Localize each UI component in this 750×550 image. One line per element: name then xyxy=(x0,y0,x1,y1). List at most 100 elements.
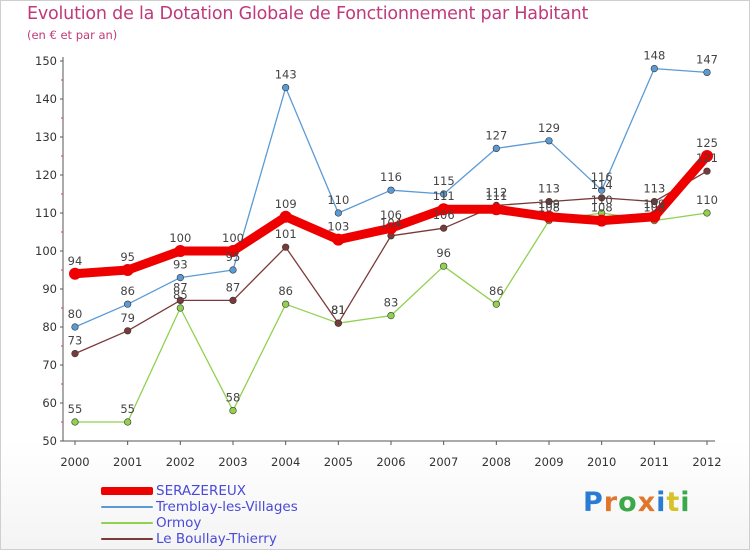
legend-entry-serazereux[interactable]: SERAZEREUX xyxy=(101,483,401,499)
logo-letter: r xyxy=(603,487,619,518)
legend-label: Ormoy xyxy=(156,515,202,531)
data-point xyxy=(703,68,711,76)
data-label: 110 xyxy=(696,193,718,207)
data-point xyxy=(437,203,450,216)
data-point xyxy=(334,209,342,217)
legend-entry-le-boullay-thierry[interactable]: Le Boullay-Thierry xyxy=(101,531,401,547)
data-label: 58 xyxy=(226,391,241,405)
data-point xyxy=(490,203,503,216)
legend-label: Tremblay-les-Villages xyxy=(156,499,298,515)
legend-label: Le Boullay-Thierry xyxy=(156,531,277,547)
data-point xyxy=(229,266,237,274)
data-point xyxy=(650,64,658,73)
data-label: 95 xyxy=(120,250,135,264)
legend-swatch xyxy=(101,522,153,524)
data-label: 116 xyxy=(591,170,613,184)
data-point xyxy=(176,274,184,282)
data-point xyxy=(282,83,290,92)
data-point xyxy=(71,350,79,358)
x-tick-label: 2009 xyxy=(534,455,563,469)
data-label: 147 xyxy=(696,52,718,66)
x-tick-label: 2003 xyxy=(218,455,247,469)
data-label: 100 xyxy=(169,231,191,245)
y-tick-label: 140 xyxy=(35,92,57,106)
data-label: 95 xyxy=(226,250,241,264)
logo-letter: x xyxy=(637,487,657,518)
data-label: 111 xyxy=(485,189,507,203)
data-point xyxy=(440,190,448,198)
data-label: 127 xyxy=(485,128,507,142)
data-label: 81 xyxy=(331,303,346,317)
data-point xyxy=(387,312,395,320)
data-point xyxy=(545,198,553,206)
data-point xyxy=(598,186,606,194)
data-label: 86 xyxy=(278,284,293,298)
x-tick-label: 2008 xyxy=(482,455,511,469)
data-label: 115 xyxy=(433,174,455,188)
data-label: 108 xyxy=(591,201,613,215)
data-label: 55 xyxy=(68,402,83,416)
data-label: 110 xyxy=(591,193,613,207)
data-point xyxy=(279,210,292,223)
data-point xyxy=(650,198,658,206)
data-label: 87 xyxy=(173,280,188,294)
logo-letter: i xyxy=(656,487,667,518)
data-label: 81 xyxy=(331,303,346,317)
x-tick-label: 2012 xyxy=(692,455,721,469)
legend-label: SERAZEREUX xyxy=(156,483,246,499)
data-label: 114 xyxy=(591,178,613,192)
data-label: 83 xyxy=(384,296,399,310)
series-lines xyxy=(70,67,712,423)
x-tick-label: 2002 xyxy=(166,455,195,469)
data-point xyxy=(229,296,237,305)
data-point xyxy=(176,304,184,312)
data-label: 121 xyxy=(696,151,718,165)
data-label: 103 xyxy=(327,220,349,234)
data-label: 96 xyxy=(436,246,451,260)
legend-entry-tremblay-les-villages[interactable]: Tremblay-les-Villages xyxy=(101,499,401,515)
logo-letter: o xyxy=(618,487,638,518)
chart-legend: SERAZEREUX Tremblay-les-Villages Ormoy L… xyxy=(101,483,401,547)
legend-swatch xyxy=(101,538,153,540)
x-tick-label: 2000 xyxy=(60,455,89,469)
data-label: 109 xyxy=(275,197,297,211)
y-tick-label: 120 xyxy=(35,168,57,182)
data-point xyxy=(703,209,711,217)
data-label: 112 xyxy=(485,185,507,199)
data-label: 143 xyxy=(275,68,297,82)
data-label: 148 xyxy=(643,49,665,63)
data-label: 116 xyxy=(380,170,402,184)
x-tick-label: 2010 xyxy=(587,455,616,469)
data-label: 106 xyxy=(433,208,455,222)
y-tick-label: 100 xyxy=(35,244,57,258)
y-tick-label: 90 xyxy=(42,282,57,296)
data-label: 109 xyxy=(538,197,560,211)
data-point xyxy=(492,300,500,308)
data-label: 94 xyxy=(68,254,83,268)
legend-entry-ormoy[interactable]: Ormoy xyxy=(101,515,401,531)
data-label: 125 xyxy=(696,136,718,150)
x-tick-label: 2006 xyxy=(376,455,405,469)
legend-swatch xyxy=(101,487,153,495)
x-tick-label: 2007 xyxy=(429,455,458,469)
chart-subtitle: (en € et par an) xyxy=(27,28,118,42)
data-label: 87 xyxy=(226,280,241,294)
y-tick-label: 150 xyxy=(35,54,57,68)
data-point xyxy=(648,210,661,223)
data-point xyxy=(121,264,134,276)
data-label: 109 xyxy=(643,197,665,211)
logo-letter: t xyxy=(666,487,681,518)
data-point xyxy=(176,296,184,305)
data-point xyxy=(492,144,500,152)
data-point xyxy=(334,319,342,327)
data-label: 104 xyxy=(380,216,402,230)
data-point xyxy=(440,262,448,270)
data-label: 93 xyxy=(173,258,188,272)
x-tick-label: 2005 xyxy=(324,455,353,469)
data-point xyxy=(124,300,132,308)
data-point xyxy=(229,407,237,415)
data-label: 100 xyxy=(222,231,244,245)
x-tick-label: 2001 xyxy=(113,455,142,469)
